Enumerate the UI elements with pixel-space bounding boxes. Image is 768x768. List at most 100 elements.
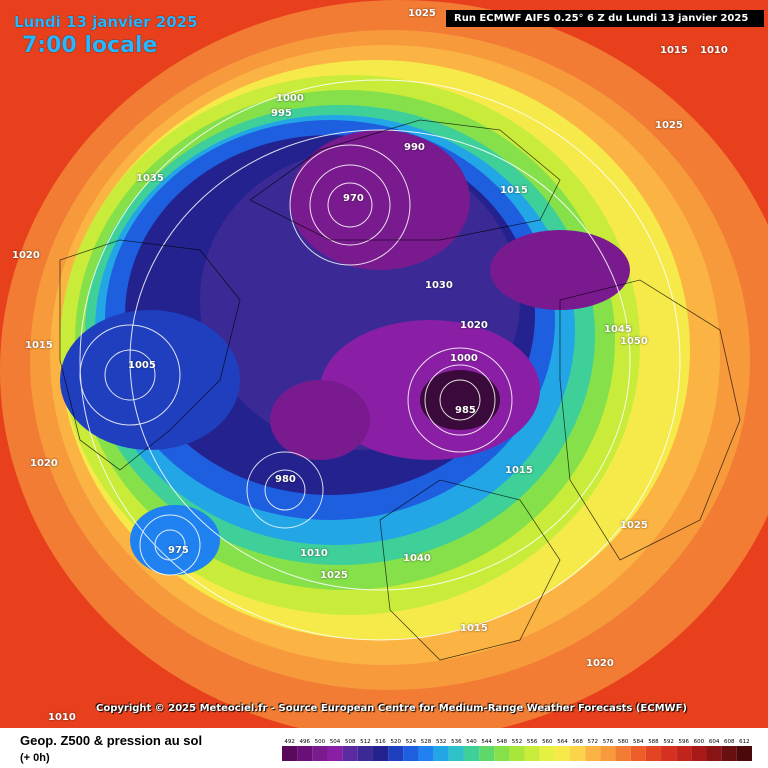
legend-tick-label: 500	[315, 739, 326, 745]
legend-tick-label: 492	[284, 739, 295, 745]
pressure-label: 1035	[136, 173, 164, 184]
pressure-label: 990	[404, 142, 425, 153]
legend-tick-label: 512	[360, 739, 371, 745]
legend-swatch	[736, 746, 752, 761]
low-core	[420, 370, 500, 430]
legend-tick-label: 612	[739, 739, 750, 745]
low-atlantic	[270, 380, 370, 460]
pressure-label: 1045	[604, 324, 632, 335]
legend-swatch	[524, 746, 540, 761]
geopotential-map	[0, 0, 768, 728]
legend-swatch	[494, 746, 510, 761]
legend-tick-label: 524	[406, 739, 417, 745]
legend-swatch	[433, 746, 449, 761]
legend-tick-label: 580	[618, 739, 629, 745]
pressure-label: 1020	[460, 320, 488, 331]
legend-tick-label: 572	[588, 739, 599, 745]
legend-swatch	[600, 746, 616, 761]
legend-tick-label: 588	[648, 739, 659, 745]
legend-tick-label: 536	[451, 739, 462, 745]
pressure-label: 1015	[660, 45, 688, 56]
legend-tick-label: 528	[421, 739, 432, 745]
pressure-label: 1040	[403, 553, 431, 564]
legend-swatch	[388, 746, 404, 761]
legend-tick-label: 604	[709, 739, 720, 745]
chart-title: Geop. Z500 & pression au sol	[20, 733, 203, 748]
legend-swatch	[479, 746, 495, 761]
legend-swatch	[327, 746, 343, 761]
legend-swatch	[554, 746, 571, 761]
legend-tick-label: 568	[572, 739, 583, 745]
legend-tick-label: 516	[375, 739, 386, 745]
forecast-time: 7:00 locale	[22, 33, 158, 58]
pressure-label: 1025	[408, 8, 436, 19]
copyright-notice: Copyright © 2025 Meteociel.fr - Source E…	[96, 703, 687, 714]
isobars	[79, 79, 681, 641]
legend-tick-label: 548	[497, 739, 508, 745]
legend-swatch	[312, 746, 328, 761]
legend-swatch	[645, 746, 662, 761]
legend-swatch	[509, 746, 525, 761]
run-info: Run ECMWF AIFS 0.25° 6 Z du Lundi 13 jan…	[446, 10, 764, 27]
legend-swatch	[676, 746, 692, 761]
pressure-label: 1050	[620, 336, 648, 347]
pressure-label: 1010	[300, 548, 328, 559]
legend-tick-label: 560	[542, 739, 553, 745]
pressure-label: 1030	[425, 280, 453, 291]
legend-tick-label: 508	[345, 739, 356, 745]
legend-tick-label: 532	[436, 739, 447, 745]
pressure-label: 1020	[12, 250, 40, 261]
pressure-label: 1010	[700, 45, 728, 56]
legend-swatch	[357, 746, 373, 761]
legend-tick-label: 600	[694, 739, 705, 745]
legend-tick-label: 556	[527, 739, 538, 745]
chart-subtitle: (+ 0h)	[20, 752, 50, 764]
pressure-label: 1015	[460, 623, 488, 634]
legend-tick-label: 520	[390, 739, 401, 745]
pressure-label: 1020	[30, 458, 58, 469]
legend-swatch	[463, 746, 480, 761]
pressure-label: 1000	[450, 353, 478, 364]
legend-tick-label: 584	[633, 739, 644, 745]
legend-tick-label: 608	[724, 739, 735, 745]
pressure-label: 970	[343, 193, 364, 204]
legend-swatch	[570, 746, 586, 761]
legend-swatch	[691, 746, 707, 761]
coastlines	[59, 119, 741, 661]
legend-tick-label: 504	[330, 739, 341, 745]
pressure-label: 995	[271, 108, 292, 119]
legend-tick-label: 596	[679, 739, 690, 745]
legend-swatch	[342, 746, 358, 761]
legend-swatch	[448, 746, 464, 761]
legend-swatch	[372, 746, 389, 761]
legend-swatch	[539, 746, 555, 761]
pressure-label: 1005	[128, 360, 156, 371]
legend-swatch	[418, 746, 434, 761]
pressure-label: 1020	[586, 658, 614, 669]
low-east	[490, 230, 630, 310]
forecast-date: Lundi 13 janvier 2025	[14, 13, 198, 31]
pressure-label: 1015	[505, 465, 533, 476]
pressure-label: 975	[168, 545, 189, 556]
legend-tick-label: 592	[663, 739, 674, 745]
legend-swatch	[721, 746, 737, 761]
legend-swatch	[706, 746, 722, 761]
legend-tick-label: 540	[466, 739, 477, 745]
legend-tick-label: 576	[603, 739, 614, 745]
legend-tick-label: 544	[481, 739, 492, 745]
legend-tick-label: 552	[512, 739, 523, 745]
pressure-label: 985	[455, 405, 476, 416]
legend-tick-label: 496	[299, 739, 310, 745]
legend-swatch	[297, 746, 313, 761]
legend-swatch	[282, 746, 298, 761]
legend-swatch	[403, 746, 419, 761]
pressure-label: 980	[275, 474, 296, 485]
legend-swatch	[661, 746, 677, 761]
legend-swatch	[630, 746, 646, 761]
pressure-label: 1025	[320, 570, 348, 581]
pressure-label: 1025	[620, 520, 648, 531]
pressure-label: 1015	[500, 185, 528, 196]
pressure-label: 1025	[655, 120, 683, 131]
legend-swatch	[585, 746, 601, 761]
pressure-label: 1015	[25, 340, 53, 351]
